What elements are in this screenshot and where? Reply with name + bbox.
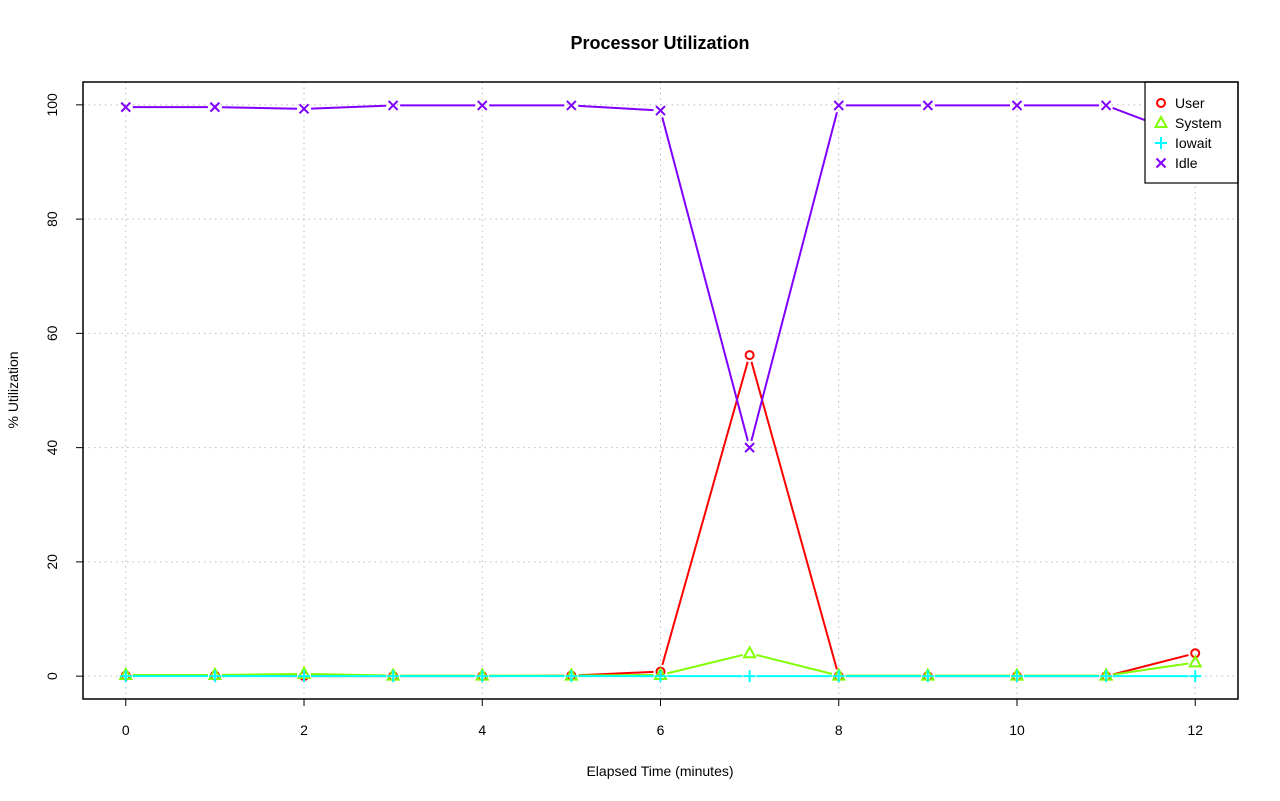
data-point xyxy=(832,670,845,683)
x-tick-label: 12 xyxy=(1187,722,1203,738)
cross-marker xyxy=(744,442,755,453)
data-point xyxy=(477,100,488,111)
x-tick-label: 0 xyxy=(122,722,130,738)
series-segment xyxy=(756,654,833,675)
plot-frame xyxy=(82,81,1239,700)
series-segment xyxy=(661,361,749,666)
cross-marker xyxy=(1155,157,1167,169)
cross-marker xyxy=(1100,100,1112,111)
cross-marker xyxy=(922,100,934,111)
legend-label: User xyxy=(1175,95,1205,111)
data-point xyxy=(298,670,311,683)
series-segment xyxy=(310,104,387,110)
legend-label: Idle xyxy=(1175,155,1198,171)
data-point xyxy=(1189,670,1202,683)
legend-marker-user xyxy=(1156,98,1166,108)
legend-label: System xyxy=(1175,115,1222,131)
y-axis-label: % Utilization xyxy=(5,351,21,428)
triangle-marker xyxy=(1153,114,1169,128)
series-idle xyxy=(120,100,1201,453)
y-tick-label: 100 xyxy=(44,93,60,117)
chart-title: Processor Utilization xyxy=(570,33,749,53)
y-tick-label: 0 xyxy=(44,672,60,680)
data-point xyxy=(742,645,757,659)
x-tick-label: 10 xyxy=(1009,722,1025,738)
data-point xyxy=(1011,100,1023,111)
data-point xyxy=(1188,654,1203,668)
data-point xyxy=(744,350,755,361)
cross-marker xyxy=(387,100,399,111)
data-point xyxy=(1100,670,1113,683)
y-tick-label: 80 xyxy=(44,211,60,227)
data-point xyxy=(922,100,934,111)
data-point xyxy=(833,100,844,111)
grid xyxy=(83,82,1238,699)
triangle-marker xyxy=(1188,654,1203,668)
data-point xyxy=(298,103,310,115)
data-point xyxy=(921,670,934,683)
series-segment xyxy=(221,672,298,676)
series-segment xyxy=(750,111,838,442)
data-point xyxy=(654,670,667,683)
legend-marker-system xyxy=(1153,114,1169,128)
axes: 0 2 4 6 8 10 12 0 20 40 60 80 100 xyxy=(44,93,1203,738)
series-segment xyxy=(667,653,744,675)
y-tick-label: 20 xyxy=(44,554,60,570)
legend: User System Iowait Idle xyxy=(1144,81,1239,184)
circle-marker xyxy=(744,350,755,361)
x-tick-label: 2 xyxy=(300,722,308,738)
y-tick-label: 40 xyxy=(44,440,60,456)
data-point xyxy=(119,670,132,683)
series-segment xyxy=(1112,654,1189,676)
data-point xyxy=(476,670,489,683)
data-point xyxy=(387,670,400,683)
data-point xyxy=(565,670,578,683)
cross-marker xyxy=(209,101,221,113)
data-point xyxy=(1100,100,1112,111)
y-tick-label: 60 xyxy=(44,325,60,341)
x-tick-label: 6 xyxy=(657,722,665,738)
legend-label: Iowait xyxy=(1175,135,1212,151)
data-point xyxy=(743,670,756,683)
series-segment xyxy=(578,104,654,112)
x-axis-label: Elapsed Time (minutes) xyxy=(586,763,733,779)
series-segment xyxy=(1112,662,1189,676)
data-point xyxy=(566,100,577,111)
series-segment xyxy=(221,106,298,110)
cross-marker xyxy=(298,103,310,115)
x-tick-label: 8 xyxy=(835,722,843,738)
data-point xyxy=(1010,670,1023,683)
cross-marker xyxy=(1011,100,1023,111)
cross-marker xyxy=(833,100,844,111)
x-tick-label: 4 xyxy=(478,722,486,738)
cross-marker xyxy=(120,101,131,113)
cross-marker xyxy=(655,105,666,116)
data-point xyxy=(208,670,221,683)
series-user xyxy=(120,350,1201,682)
series-iowait xyxy=(119,670,1202,683)
data-point xyxy=(655,105,666,116)
series-group xyxy=(118,100,1203,683)
cross-marker xyxy=(477,100,488,111)
data-point xyxy=(744,442,755,453)
data-point xyxy=(209,101,221,113)
triangle-marker xyxy=(742,645,757,659)
legend-marker-iowait xyxy=(1155,137,1167,149)
series-segment xyxy=(661,117,749,442)
series-segment xyxy=(750,361,838,670)
circle-marker xyxy=(1156,98,1166,108)
data-point xyxy=(387,100,399,111)
data-point xyxy=(120,101,131,113)
legend-marker-idle xyxy=(1155,157,1167,169)
cross-marker xyxy=(566,100,577,111)
